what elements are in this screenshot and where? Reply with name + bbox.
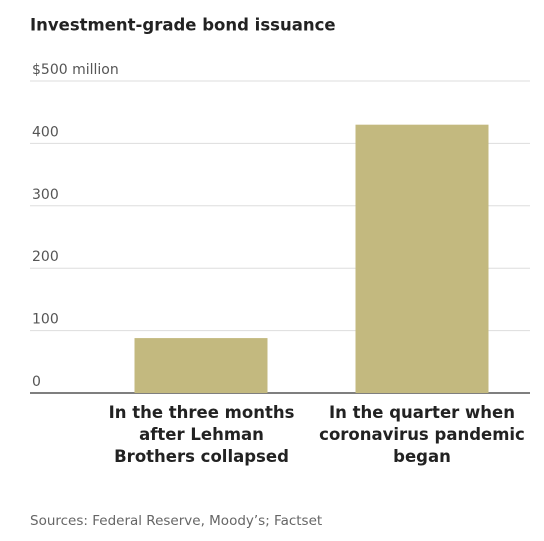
y-tick-label: 200: [32, 249, 59, 265]
y-tick-label: 100: [32, 312, 59, 328]
bar: [355, 124, 489, 394]
x-tick-label: In the three months after Lehman Brother…: [108, 403, 295, 466]
y-tick-label: 400: [32, 124, 59, 140]
x-tick-label: In the quarter when coronavirus pandemic…: [319, 403, 525, 466]
y-tick-label: $500 million: [32, 62, 119, 78]
source-note: Sources: Federal Reserve, Moody’s; Facts…: [30, 513, 322, 529]
y-tick-label: 300: [32, 187, 59, 203]
bar: [134, 338, 268, 393]
y-tick-label: 0: [32, 374, 41, 390]
chart-title: Investment-grade bond issuance: [30, 16, 336, 35]
